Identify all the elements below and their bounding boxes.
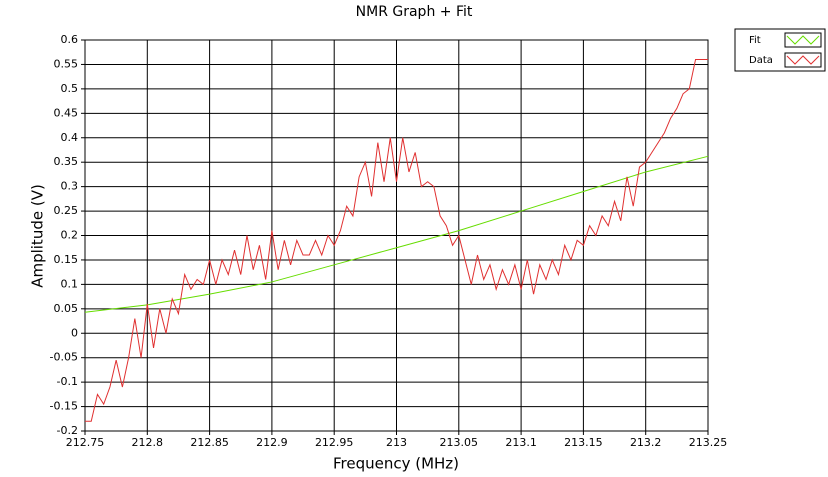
- y-tick-label: 0.25: [54, 204, 79, 217]
- y-tick-label: 0.2: [61, 229, 79, 242]
- x-tick-label: 213.1: [505, 436, 537, 449]
- data-line: [84, 155, 709, 313]
- legend-label: Fit: [749, 35, 761, 46]
- y-tick-label: -0.05: [50, 351, 78, 364]
- x-tick-label: 212.85: [190, 436, 229, 449]
- y-tick-label: 0.15: [54, 253, 79, 266]
- x-axis-label: Frequency (MHz): [333, 455, 459, 473]
- y-tick-label: 0.35: [54, 155, 79, 168]
- x-tick-label: 212.8: [132, 436, 164, 449]
- x-tick-label: 213: [386, 436, 407, 449]
- y-axis-label: Amplitude (V): [29, 184, 47, 288]
- legend-swatch: [786, 35, 820, 45]
- legend-label: Data: [749, 55, 773, 66]
- x-tick-label: 212.75: [66, 436, 105, 449]
- x-tick-label: 213.2: [630, 436, 662, 449]
- y-tick-label: -0.15: [50, 400, 78, 413]
- x-tick-label: 212.95: [315, 436, 354, 449]
- y-tick-label: 0.05: [54, 302, 79, 315]
- y-tick-label: 0.4: [61, 131, 79, 144]
- x-tick-label: 212.9: [256, 436, 288, 449]
- y-tick-label: 0.55: [54, 57, 79, 70]
- y-tick-label: 0.3: [61, 180, 79, 193]
- y-tick-label: 0.45: [54, 106, 79, 119]
- y-tick-label: 0.5: [61, 82, 79, 95]
- y-tick-label: 0.6: [61, 33, 79, 46]
- chart-title: NMR Graph + Fit: [356, 4, 473, 20]
- x-tick-label: 213.15: [564, 436, 603, 449]
- y-tick-label: 0.1: [61, 277, 79, 290]
- legend-swatch: [786, 55, 820, 65]
- data-line: [85, 59, 708, 422]
- y-tick-label: -0.2: [57, 424, 78, 437]
- y-tick-label: 0: [71, 326, 78, 339]
- x-tick-label: 213.25: [689, 436, 728, 449]
- x-tick-label: 213.05: [440, 436, 479, 449]
- y-tick-label: -0.1: [57, 375, 78, 388]
